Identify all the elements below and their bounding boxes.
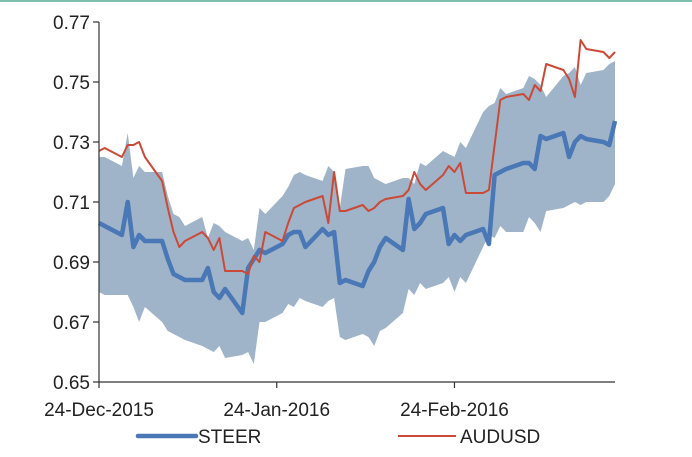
legend: STEER AUDUSD [135, 427, 540, 448]
y-tick-label: 0.75 [53, 73, 90, 94]
x-tick-label: 24-Dec-2015 [44, 400, 154, 421]
confidence-band [99, 61, 615, 364]
series-line-audusd [98, 39, 616, 275]
y-tick-label: 0.71 [53, 193, 90, 214]
y-tick-label: 0.69 [53, 253, 90, 274]
y-tick-label: 0.65 [53, 373, 90, 394]
legend-label-steer: STEER [198, 427, 261, 448]
y-tick-label: 0.73 [53, 133, 90, 154]
y-tick-label: 0.67 [53, 313, 90, 334]
series-line-steer [97, 120, 618, 316]
x-tick-label: 24-Jan-2016 [223, 400, 330, 421]
top-rule [0, 0, 692, 2]
y-tick-label: 0.77 [53, 13, 90, 34]
legend-label-audusd: AUDUSD [460, 427, 540, 448]
x-tick-label: 24-Feb-2016 [400, 400, 509, 421]
